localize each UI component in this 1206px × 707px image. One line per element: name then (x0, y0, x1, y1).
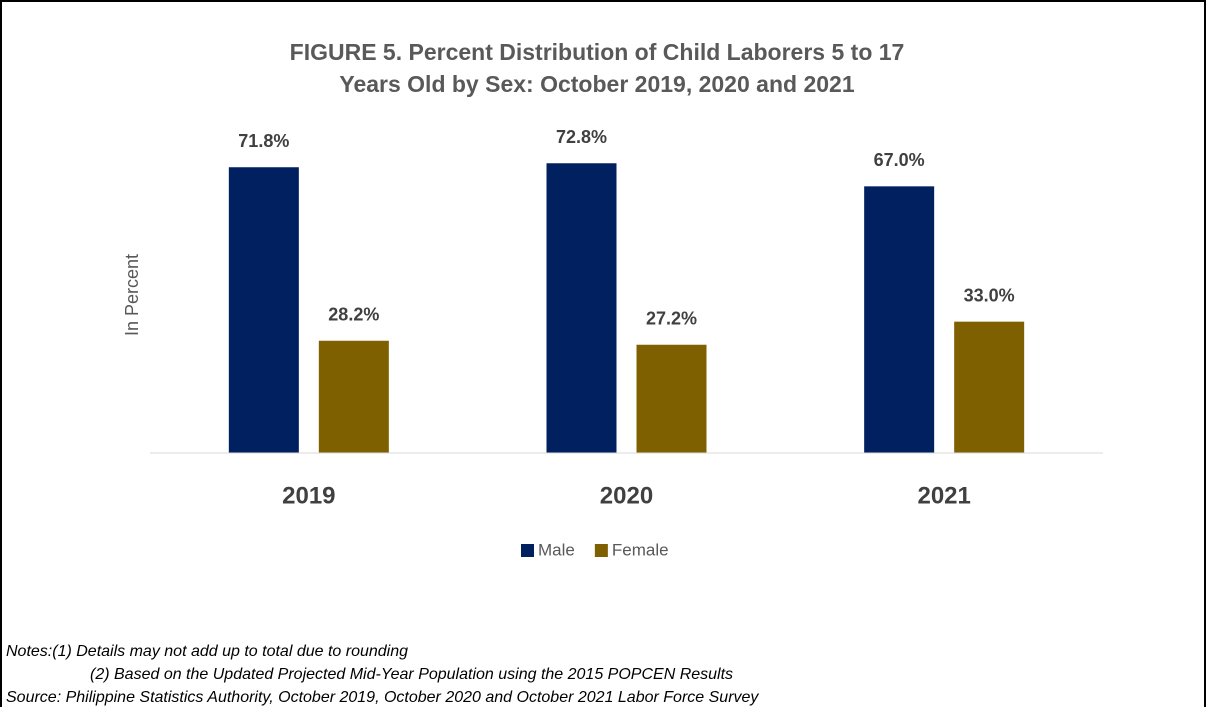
legend-label: Male (538, 540, 575, 559)
data-label: 27.2% (646, 308, 697, 328)
x-tick-label: 2021 (917, 482, 970, 509)
note: (2) Based on the Updated Projected Mid-Y… (90, 666, 733, 683)
data-label: 72.8% (556, 127, 607, 147)
data-label: 67.0% (874, 150, 925, 170)
bar (318, 340, 389, 453)
data-label: 28.2% (328, 305, 379, 325)
bar (636, 344, 707, 453)
bar (864, 186, 935, 453)
bar (546, 163, 617, 454)
x-tick-label: 2019 (282, 482, 335, 509)
data-label: 71.8% (238, 131, 289, 151)
bar (954, 321, 1025, 453)
x-tick-label: 2020 (600, 482, 653, 509)
legend-swatch (594, 544, 608, 557)
note: Notes:(1) Details may not add up to tota… (6, 643, 408, 660)
bar (228, 167, 299, 453)
y-axis-label: In Percent (122, 254, 142, 336)
legend-label: Female (612, 540, 669, 559)
note: Source: Philippine Statistics Authority,… (6, 689, 759, 706)
chart-title: FIGURE 5. Percent Distribution of Child … (290, 39, 905, 65)
legend-swatch (521, 544, 534, 557)
data-label: 33.0% (964, 285, 1015, 305)
chart-title: Years Old by Sex: October 2019, 2020 and… (339, 71, 854, 97)
